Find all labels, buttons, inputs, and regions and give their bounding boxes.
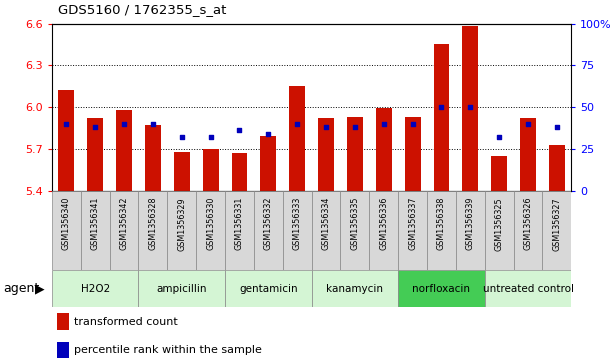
Point	[321, 124, 331, 130]
Point	[235, 127, 244, 133]
Text: GSM1356329: GSM1356329	[177, 197, 186, 250]
Point	[523, 121, 533, 127]
Point	[350, 124, 360, 130]
Point	[494, 134, 504, 140]
Point	[148, 121, 158, 127]
Bar	[52, 270, 139, 307]
Point	[466, 104, 475, 110]
Bar	[59, 90, 75, 191]
Bar	[57, 314, 68, 330]
Bar	[225, 270, 312, 307]
Bar	[404, 117, 420, 191]
Text: GSM1356337: GSM1356337	[408, 197, 417, 250]
Bar	[232, 153, 247, 191]
Bar	[81, 191, 109, 270]
Bar	[196, 191, 225, 270]
Bar	[145, 125, 161, 191]
Bar	[463, 26, 478, 191]
Text: agent: agent	[3, 282, 39, 295]
Bar	[318, 118, 334, 191]
Text: ampicillin: ampicillin	[156, 284, 207, 294]
Bar	[427, 191, 456, 270]
Bar	[225, 191, 254, 270]
Bar	[116, 110, 132, 191]
Text: GSM1356334: GSM1356334	[321, 197, 331, 250]
Text: GSM1356327: GSM1356327	[552, 197, 562, 250]
Bar	[87, 118, 103, 191]
Bar	[289, 86, 305, 191]
Point	[437, 104, 447, 110]
Bar	[485, 270, 571, 307]
Bar	[139, 270, 225, 307]
Text: GSM1356325: GSM1356325	[495, 197, 503, 250]
Point	[119, 121, 129, 127]
Point	[552, 124, 562, 130]
Bar	[398, 191, 427, 270]
Text: norfloxacin: norfloxacin	[412, 284, 470, 294]
Bar	[52, 191, 81, 270]
Bar	[434, 44, 449, 191]
Point	[206, 134, 216, 140]
Text: GSM1356339: GSM1356339	[466, 197, 475, 250]
Bar	[340, 191, 369, 270]
Bar	[376, 109, 392, 191]
Bar	[312, 191, 340, 270]
Point	[90, 124, 100, 130]
Bar	[109, 191, 139, 270]
Bar	[347, 117, 363, 191]
Text: GSM1356328: GSM1356328	[148, 197, 158, 250]
Bar	[167, 191, 196, 270]
Bar	[283, 191, 312, 270]
Text: percentile rank within the sample: percentile rank within the sample	[74, 345, 262, 355]
Bar	[369, 191, 398, 270]
Point	[62, 121, 71, 127]
Bar	[491, 156, 507, 191]
Point	[292, 121, 302, 127]
Text: kanamycin: kanamycin	[326, 284, 383, 294]
Text: GSM1356330: GSM1356330	[206, 197, 215, 250]
Bar	[514, 191, 543, 270]
Text: ▶: ▶	[35, 282, 45, 295]
Text: untreated control: untreated control	[483, 284, 574, 294]
Bar	[520, 118, 536, 191]
Text: GSM1356326: GSM1356326	[524, 197, 533, 250]
Point	[408, 121, 417, 127]
Bar	[174, 152, 189, 191]
Text: GSM1356333: GSM1356333	[293, 197, 302, 250]
Bar	[254, 191, 283, 270]
Text: GSM1356341: GSM1356341	[90, 197, 100, 250]
Point	[177, 134, 187, 140]
Bar	[549, 144, 565, 191]
Text: GSM1356335: GSM1356335	[350, 197, 359, 250]
Bar	[456, 191, 485, 270]
Text: GSM1356342: GSM1356342	[120, 197, 128, 250]
Text: transformed count: transformed count	[74, 317, 178, 327]
Bar	[485, 191, 514, 270]
Text: GDS5160 / 1762355_s_at: GDS5160 / 1762355_s_at	[58, 3, 227, 16]
Text: GSM1356338: GSM1356338	[437, 197, 446, 250]
Text: GSM1356332: GSM1356332	[264, 197, 273, 250]
Bar	[312, 270, 398, 307]
Text: GSM1356331: GSM1356331	[235, 197, 244, 250]
Text: H2O2: H2O2	[81, 284, 110, 294]
Text: GSM1356336: GSM1356336	[379, 197, 388, 250]
Bar	[398, 270, 485, 307]
Bar	[139, 191, 167, 270]
Bar	[543, 191, 571, 270]
Point	[263, 131, 273, 137]
Point	[379, 121, 389, 127]
Bar	[260, 136, 276, 191]
Text: GSM1356340: GSM1356340	[62, 197, 71, 250]
Text: gentamicin: gentamicin	[239, 284, 298, 294]
Bar	[203, 149, 219, 191]
Bar	[57, 342, 68, 359]
